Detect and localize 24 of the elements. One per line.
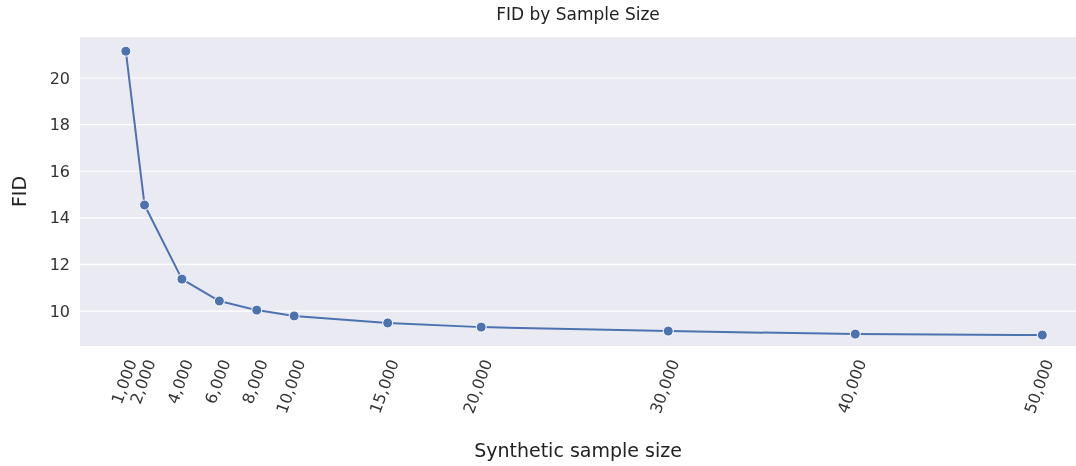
point bbox=[251, 304, 263, 316]
x-tick-label: 8,000 bbox=[238, 356, 272, 407]
y-tick-label: 10 bbox=[49, 301, 70, 321]
point bbox=[213, 295, 225, 307]
point bbox=[139, 199, 151, 211]
y-tick-label: 16 bbox=[49, 161, 70, 181]
point bbox=[382, 317, 394, 329]
y-tick-label: 14 bbox=[49, 208, 70, 228]
x-tick-label: 4,000 bbox=[163, 356, 197, 407]
point bbox=[288, 310, 300, 322]
x-tick-label: 40,000 bbox=[833, 356, 871, 416]
x-tick-label: 6,000 bbox=[200, 356, 235, 407]
point bbox=[120, 45, 132, 57]
x-axis-title: Synthetic sample size bbox=[474, 439, 682, 461]
y-tick-label: 18 bbox=[49, 115, 70, 135]
y-axis-title: FID bbox=[8, 175, 30, 208]
point bbox=[849, 328, 861, 340]
point bbox=[1036, 329, 1048, 341]
chart-title: FID by Sample Size bbox=[496, 4, 660, 24]
point bbox=[176, 273, 188, 285]
y-tick-label: 20 bbox=[49, 68, 70, 88]
y-tick-label: 12 bbox=[49, 255, 70, 275]
point bbox=[475, 321, 487, 333]
point bbox=[662, 325, 674, 337]
